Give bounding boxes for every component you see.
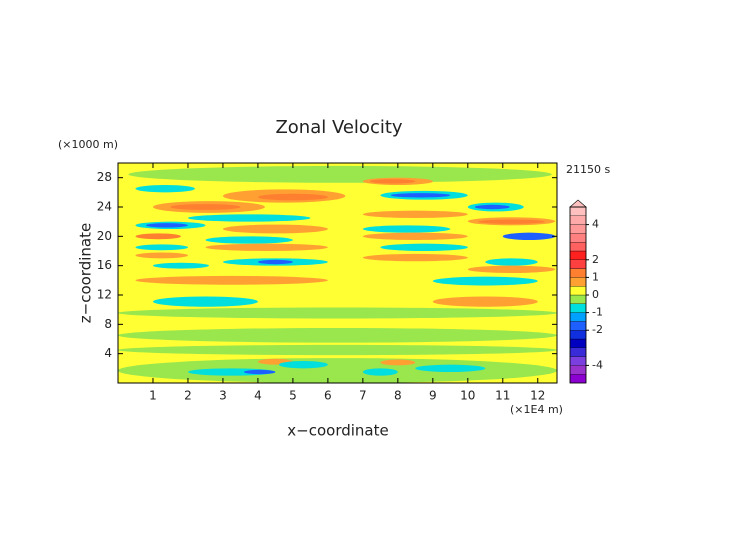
colorbar-extend <box>569 199 587 208</box>
contour-region <box>380 359 416 366</box>
y-tick-label: 4 <box>104 346 112 360</box>
colorbar-band <box>569 330 587 340</box>
contour-region <box>278 361 328 369</box>
contour-region <box>170 204 241 210</box>
contour-region <box>145 223 188 228</box>
contour-region <box>390 193 451 198</box>
contour-region <box>135 233 181 240</box>
y-tick-label: 16 <box>97 258 112 272</box>
colorbar-tick-label: 1 <box>592 270 599 283</box>
colorbar-band <box>569 365 587 375</box>
x-tick-label: 4 <box>254 389 262 403</box>
x-tick-label: 7 <box>359 389 367 403</box>
colorbar-band <box>569 286 587 296</box>
y-unit: (×1000 m) <box>58 138 118 151</box>
colorbar-band <box>569 277 587 287</box>
colorbar-tick-label: -1 <box>592 306 603 319</box>
contour-region <box>187 214 311 222</box>
contour-region <box>128 165 552 183</box>
x-tick-label: 2 <box>184 389 192 403</box>
contour-region <box>362 253 468 262</box>
colorbar-band <box>569 347 587 357</box>
y-tick-label: 20 <box>97 229 112 243</box>
contour-field <box>118 163 557 383</box>
contour-region <box>474 204 510 210</box>
y-tick-label: 12 <box>97 288 112 302</box>
plot-frame <box>117 162 558 384</box>
contour-region <box>257 259 293 265</box>
colorbar-band <box>569 224 587 234</box>
contour-region <box>135 244 188 251</box>
contour-region <box>362 225 451 233</box>
colorbar-band <box>569 338 587 348</box>
contour-region <box>222 224 328 234</box>
contour-region <box>118 344 557 356</box>
colorbar-tick-label: 0 <box>592 288 599 301</box>
y-tick-label: 28 <box>97 170 112 184</box>
x-tick-label: 11 <box>495 389 510 403</box>
colorbar-tick-label: 4 <box>592 218 599 231</box>
y-tick-label: 8 <box>104 317 112 331</box>
colorbar-band <box>569 303 587 313</box>
x-unit: (×1E4 m) <box>510 403 563 416</box>
colorbar-band <box>569 294 587 304</box>
x-tick-label: 8 <box>394 389 402 403</box>
chart-title: Zonal Velocity <box>275 117 402 138</box>
x-tick-label: 10 <box>460 389 475 403</box>
colorbar-band <box>569 356 587 366</box>
colorbar-tick-label: -4 <box>592 358 603 371</box>
contour-region <box>432 296 538 307</box>
x-tick-label: 6 <box>324 389 332 403</box>
contour-region <box>380 243 468 251</box>
colorbar-tick-label: -2 <box>592 323 603 336</box>
contour-region <box>118 328 557 343</box>
colorbar-band <box>569 259 587 269</box>
contour-region <box>257 193 328 201</box>
contour-region <box>362 210 468 218</box>
contour-region <box>478 219 545 224</box>
colorbar-tick-label: 2 <box>592 253 599 266</box>
x-tick-label: 1 <box>149 389 157 403</box>
contour-region <box>205 243 328 251</box>
contour-region <box>369 179 416 184</box>
contour-region <box>205 236 293 244</box>
x-tick-label: 3 <box>219 389 227 403</box>
colorbar-band <box>569 215 587 225</box>
contour-region <box>502 232 556 240</box>
colorbar-band <box>569 233 587 243</box>
contour-region <box>243 369 276 375</box>
colorbar-band <box>569 374 587 384</box>
contour-region <box>432 276 538 286</box>
contour-region <box>118 358 557 383</box>
contour-region <box>415 364 486 373</box>
colorbar-band <box>569 321 587 331</box>
x-tick-label: 12 <box>530 389 545 403</box>
colorbar-band <box>569 242 587 252</box>
y-tick-label: 24 <box>97 200 112 214</box>
colorbar-band <box>569 206 587 216</box>
colorbar-band <box>569 312 587 322</box>
colorbar-band <box>569 250 587 260</box>
contour-region <box>152 296 258 307</box>
contour-region <box>152 262 209 269</box>
contour-region <box>362 368 398 376</box>
x-tick-label: 5 <box>289 389 297 403</box>
contour-region <box>135 275 328 285</box>
contour-region <box>118 307 557 319</box>
x-tick-label: 9 <box>429 389 437 403</box>
contour-region <box>135 252 188 259</box>
colorbar-band <box>569 268 587 278</box>
contour-region <box>485 258 538 266</box>
time-label: 21150 s <box>566 163 610 176</box>
contour-region <box>362 232 468 240</box>
contour-region <box>467 265 556 274</box>
x-axis-label: x−coordinate <box>287 422 388 440</box>
contour-region <box>135 185 195 193</box>
y-axis-label: z−coordinate <box>77 223 95 323</box>
